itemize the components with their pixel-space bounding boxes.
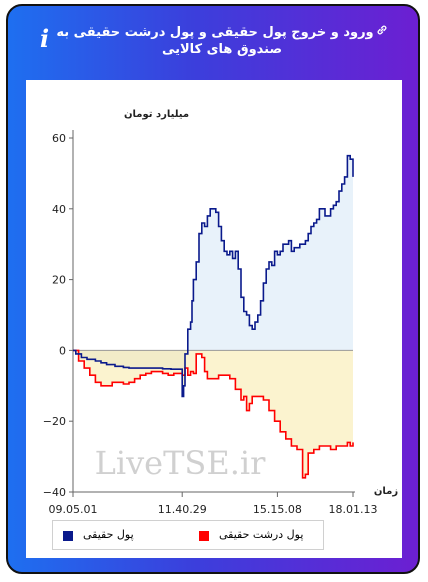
y-tick-label: −40 <box>43 486 66 499</box>
link-icon[interactable] <box>376 24 388 41</box>
x-tick-label: 18.01.13 <box>329 503 378 516</box>
legend-swatch-big <box>199 531 209 541</box>
y-tick-label: −20 <box>43 415 66 428</box>
watermark: LiveTSE.ir <box>95 444 267 482</box>
x-tick-label: 15.15.08 <box>253 503 302 516</box>
card-header: i ورود و خروج پول حقیقی و پول درشت حقیقی… <box>14 18 400 74</box>
chart-title: ورود و خروج پول حقیقی و پول درشت حقیقی ب… <box>48 24 396 58</box>
x-tick-label: 09.05.01 <box>49 503 98 516</box>
chart-title-text: ورود و خروج پول حقیقی و پول درشت حقیقی ب… <box>56 25 374 57</box>
area-real-money-positive <box>187 155 353 351</box>
x-axis-label: زمان <box>374 486 398 497</box>
legend-item-real[interactable]: پول حقیقی <box>83 528 134 541</box>
line-big-money <box>73 349 354 479</box>
x-tick-label: 11.40.29 <box>158 503 207 516</box>
line-real-money <box>73 154 354 398</box>
legend-item-big[interactable]: پول درشت حقیقی <box>219 528 304 541</box>
y-tick-label: 20 <box>52 274 66 287</box>
y-tick-label: 0 <box>59 344 66 357</box>
info-icon[interactable]: i <box>40 24 50 53</box>
legend: پول حقیقی پول درشت حقیقی <box>52 520 324 550</box>
area-real-money-negative <box>73 350 353 397</box>
area-big-money <box>73 350 353 478</box>
y-axis-label: میلیارد تومان <box>124 109 189 120</box>
y-tick-label: 40 <box>52 203 66 216</box>
y-tick-label: 60 <box>52 132 66 145</box>
legend-swatch-real <box>63 531 73 541</box>
